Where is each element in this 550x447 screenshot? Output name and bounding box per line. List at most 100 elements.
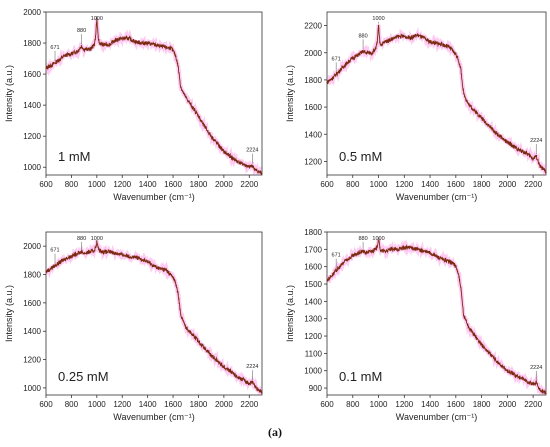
data-point	[487, 351, 489, 353]
data-point	[255, 169, 257, 171]
data-point	[390, 38, 393, 40]
x-tick-label: 2200	[524, 400, 542, 409]
spectrum-panel-2: 600 800 1000 1200 1400 1600 1800 2000 2200 1000 12…	[4, 231, 263, 422]
data-point	[526, 152, 528, 154]
data-point	[345, 259, 347, 261]
y-tick-label: 1600	[304, 263, 322, 272]
plot-frame	[45, 231, 263, 396]
data-point	[465, 319, 467, 322]
data-point	[242, 378, 244, 381]
data-point	[423, 250, 425, 252]
x-tick-label: 1600	[164, 180, 182, 189]
data-point	[58, 262, 60, 264]
data-point	[435, 42, 438, 44]
x-axis-label: Wavenumber (cm⁻¹)	[113, 192, 194, 202]
data-point	[134, 256, 136, 259]
x-tick-label: 1800	[190, 400, 208, 409]
y-tick-label: 1000	[23, 384, 41, 393]
data-point	[102, 251, 104, 253]
data-point	[248, 383, 250, 385]
data-point	[229, 370, 231, 372]
x-tick-label: 1000	[88, 400, 106, 409]
data-point	[339, 69, 341, 72]
data-point	[365, 252, 367, 254]
data-point	[365, 52, 367, 54]
x-axis-label: Wavenumber (cm⁻¹)	[113, 412, 194, 422]
data-point	[185, 326, 187, 328]
y-tick-label: 1200	[304, 157, 322, 166]
peak-label: 880	[77, 236, 86, 242]
data-point	[204, 126, 206, 128]
data-point	[93, 44, 95, 46]
data-point	[127, 37, 130, 39]
data-point	[134, 40, 136, 43]
data-point	[45, 67, 47, 69]
data-point	[80, 45, 83, 47]
data-point	[89, 48, 92, 50]
data-point	[251, 165, 253, 167]
y-axis-label: Intensity (a.u.)	[4, 285, 14, 342]
data-point	[384, 41, 386, 43]
data-point	[532, 383, 534, 386]
data-point	[64, 258, 66, 260]
data-point	[235, 375, 238, 378]
y-tick-label: 1400	[304, 297, 322, 306]
data-point	[332, 273, 335, 275]
data-point	[416, 34, 418, 36]
data-point	[532, 158, 534, 160]
y-tick-label: 1300	[304, 315, 322, 324]
data-point	[410, 37, 412, 39]
x-tick-label: 2000	[215, 180, 233, 189]
data-point	[457, 58, 459, 61]
plot-frame	[326, 231, 547, 396]
y-tick-label: 1400	[304, 130, 322, 139]
data-point	[460, 69, 462, 72]
plot-frame	[45, 11, 263, 176]
data-point	[182, 92, 184, 94]
spectrum-line	[327, 24, 546, 174]
data-point	[97, 246, 99, 249]
peak-label: 1000	[91, 236, 103, 242]
data-point	[229, 155, 231, 157]
data-point	[261, 391, 263, 393]
data-point	[51, 266, 53, 269]
data-point	[460, 288, 462, 290]
data-point	[403, 247, 405, 249]
data-point	[457, 273, 459, 275]
y-tick-label: 2000	[23, 8, 41, 17]
y-tick-label: 1200	[23, 132, 41, 141]
data-point	[345, 63, 347, 65]
data-point	[462, 92, 465, 95]
data-point	[416, 248, 418, 250]
y-tick-label: 900	[309, 384, 323, 393]
data-point	[216, 360, 219, 362]
data-point	[474, 110, 476, 112]
data-point	[121, 254, 123, 256]
x-tick-label: 600	[320, 400, 334, 409]
data-point	[210, 135, 212, 137]
data-point	[535, 382, 537, 384]
y-tick-label: 1600	[23, 299, 41, 308]
peak-label: 880	[358, 236, 367, 242]
data-point	[358, 53, 360, 55]
data-point	[362, 50, 364, 52]
data-point	[261, 172, 263, 175]
data-point	[51, 64, 53, 66]
data-point	[332, 76, 335, 78]
x-tick-label: 1800	[473, 180, 491, 189]
peak-label: 2224	[246, 364, 258, 370]
y-tick-label: 1000	[23, 163, 41, 172]
y-tick-label: 1800	[304, 228, 322, 237]
x-tick-label: 1000	[370, 400, 388, 409]
data-point	[397, 248, 399, 250]
data-point	[153, 44, 155, 46]
data-point	[147, 42, 149, 44]
data-point	[326, 82, 328, 84]
data-point	[339, 266, 341, 268]
data-point	[191, 106, 193, 108]
data-point	[147, 261, 149, 263]
data-point	[468, 326, 470, 328]
data-point	[362, 250, 364, 252]
data-point	[376, 41, 378, 43]
